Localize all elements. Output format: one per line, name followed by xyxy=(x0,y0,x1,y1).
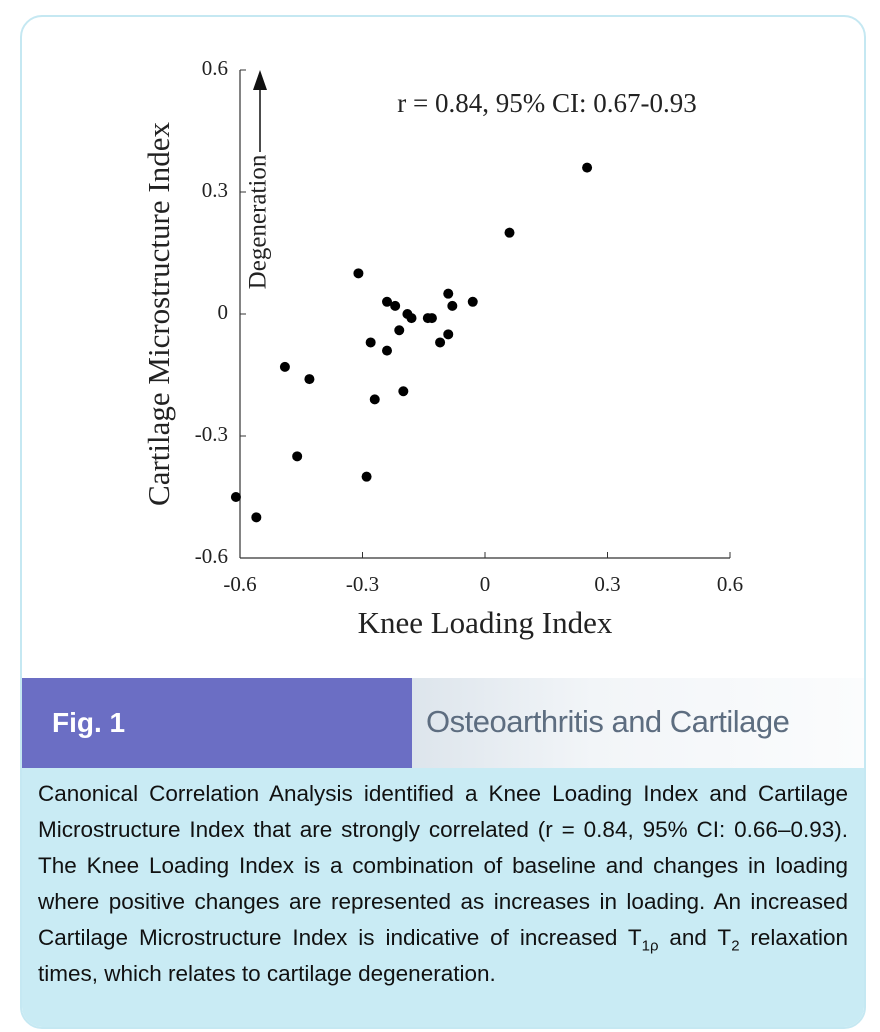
x-tick-label: 0.3 xyxy=(594,572,620,596)
banner: Fig. 1 Osteoarthritis and Cartilage xyxy=(22,678,864,768)
point xyxy=(447,300,458,311)
point xyxy=(279,361,290,372)
figure-card: r = 0.84, 95% CI: 0.67-0.93 Knee Loading… xyxy=(20,15,866,1029)
point xyxy=(251,512,262,523)
caption-text: relaxation times, which relates to carti… xyxy=(38,925,848,986)
subscript: 1ρ xyxy=(641,937,659,955)
point xyxy=(365,337,376,348)
point xyxy=(369,394,380,405)
point xyxy=(435,337,446,348)
y-tick-label: -0.6 xyxy=(195,544,228,568)
point xyxy=(398,386,409,397)
point xyxy=(504,227,515,238)
x-axis-title: Knee Loading Index xyxy=(358,605,613,640)
point xyxy=(304,374,315,385)
y-tick-label: -0.3 xyxy=(195,422,228,446)
arrow-label: Degeneration xyxy=(245,154,272,289)
point xyxy=(353,268,364,279)
y-tick-label: 0.3 xyxy=(202,178,228,202)
point xyxy=(390,300,401,311)
y-axis-title: Cartilage Microstructure Index xyxy=(141,122,176,506)
point xyxy=(394,325,405,336)
subscript: 2 xyxy=(731,937,740,955)
point xyxy=(406,313,417,324)
y-tick-label: 0 xyxy=(218,300,229,324)
point xyxy=(443,329,454,340)
annotation: r = 0.84, 95% CI: 0.67-0.93 xyxy=(397,88,696,118)
point xyxy=(582,162,593,173)
point xyxy=(230,492,241,502)
point xyxy=(382,296,392,307)
x-tick-label: -0.6 xyxy=(223,572,256,596)
point xyxy=(382,345,392,356)
caption: Canonical Correlation Analysis identifie… xyxy=(22,768,864,1027)
point xyxy=(426,313,437,324)
figure-label: Fig. 1 xyxy=(22,678,412,768)
x-tick-label: -0.3 xyxy=(346,572,379,596)
caption-text: Canonical Correlation Analysis identifie… xyxy=(38,781,848,950)
caption-text: and T xyxy=(658,925,732,950)
chart: r = 0.84, 95% CI: 0.67-0.93 Knee Loading… xyxy=(141,56,743,640)
point xyxy=(443,288,454,299)
point xyxy=(292,451,303,462)
point xyxy=(467,296,478,307)
y-tick-label: 0.6 xyxy=(202,56,228,80)
x-tick-label: 0.6 xyxy=(717,572,743,596)
x-tick-label: 0 xyxy=(480,572,491,596)
point xyxy=(361,471,372,482)
journal-name: Osteoarthritis and Cartilage xyxy=(412,678,864,768)
arrow-head xyxy=(253,70,267,90)
